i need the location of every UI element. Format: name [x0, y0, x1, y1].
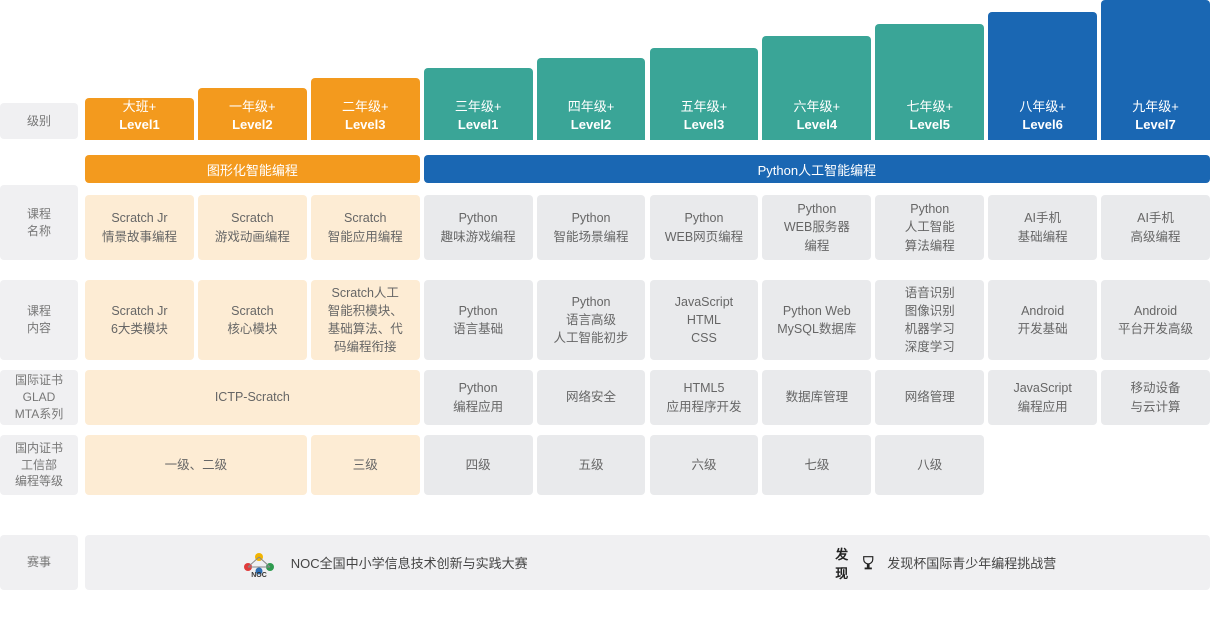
level-label: Level3: [345, 116, 385, 134]
category-strip: 图形化智能编程: [85, 155, 420, 183]
cert-dom-cell: 八级: [875, 435, 984, 495]
faxianbei-logo-icon: 发现: [835, 548, 875, 578]
level-label: Level4: [797, 116, 837, 134]
grade-label: 六年级+: [794, 98, 841, 116]
competition-name: 发现杯国际青少年编程挑战营: [887, 553, 1056, 572]
cert-dom-merged-3: 三级: [311, 435, 420, 495]
level-label: Level5: [910, 116, 950, 134]
level-label: Level3: [684, 116, 724, 134]
cert-int-cell: HTML5 应用程序开发: [650, 370, 759, 425]
content-cell: Python Web MySQL数据库: [762, 280, 871, 360]
level-bar: 六年级+Level4: [762, 36, 871, 140]
level-bar: 七年级+Level5: [875, 24, 984, 140]
cert-int-cell: Python 编程应用: [424, 370, 533, 425]
level-bar: 二年级+Level3: [311, 78, 420, 140]
course-cell: Python WEB服务器 编程: [762, 195, 871, 260]
cert-int-cell: 移动设备 与云计算: [1101, 370, 1210, 425]
content-cell: Python 语言高级 人工智能初步: [537, 280, 646, 360]
grade-label: 九年级+: [1132, 98, 1179, 116]
cert-dom-cell: 五级: [537, 435, 646, 495]
level-bar: 四年级+Level2: [537, 58, 646, 140]
level-bar: 大班+Level1: [85, 98, 194, 140]
content-cell: Scratch人工 智能积模块、 基础算法、代 码编程衔接: [311, 280, 420, 360]
level-label: Level6: [1022, 116, 1062, 134]
level-bar: 九年级+Level7: [1101, 0, 1210, 140]
level-bar: 三年级+Level1: [424, 68, 533, 140]
course-cell: Python 趣味游戏编程: [424, 195, 533, 260]
category-strip: Python人工智能编程: [424, 155, 1210, 183]
grade-label: 八年级+: [1019, 98, 1066, 116]
noc-logo-icon: NOC: [239, 548, 279, 578]
course-cell: Python 智能场景编程: [537, 195, 646, 260]
curriculum-chart: 级别 课程 名称 课程 内容 国际证书 GLAD MTA系列 国内证书 工信部 …: [0, 0, 1215, 631]
label-cert-int: 国际证书 GLAD MTA系列: [0, 370, 78, 425]
grade-label: 大班+: [123, 98, 157, 116]
course-cell: Python WEB网页编程: [650, 195, 759, 260]
grade-label: 四年级+: [568, 98, 615, 116]
competition-item: 发现发现杯国际青少年编程挑战营: [835, 548, 1056, 578]
columns-area: 大班+Level1Scratch Jr 情景故事编程Scratch Jr 6大类…: [85, 0, 1210, 631]
course-cell: AI手机 高级编程: [1101, 195, 1210, 260]
cert-dom-cell: 六级: [650, 435, 759, 495]
course-cell: AI手机 基础编程: [988, 195, 1097, 260]
label-course: 课程 名称: [0, 185, 78, 260]
cert-dom-merged-12: 一级、二级: [85, 435, 307, 495]
content-cell: Scratch Jr 6大类模块: [85, 280, 194, 360]
level-label: Level1: [119, 116, 159, 134]
level-label: Level2: [232, 116, 272, 134]
competition-item: NOC NOC全国中小学信息技术创新与实践大赛: [239, 548, 528, 578]
grade-label: 一年级+: [229, 98, 276, 116]
grade-label: 五年级+: [681, 98, 728, 116]
cert-int-cell: JavaScript 编程应用: [988, 370, 1097, 425]
svg-text:NOC: NOC: [251, 572, 267, 577]
course-cell: Python 人工智能 算法编程: [875, 195, 984, 260]
cert-int-cell: 数据库管理: [762, 370, 871, 425]
content-cell: Android 开发基础: [988, 280, 1097, 360]
content-cell: Scratch 核心模块: [198, 280, 307, 360]
cert-int-cell: 网络管理: [875, 370, 984, 425]
level-label: Level1: [458, 116, 498, 134]
level-label: Level2: [571, 116, 611, 134]
grade-label: 七年级+: [906, 98, 953, 116]
label-cert-dom: 国内证书 工信部 编程等级: [0, 435, 78, 495]
cert-dom-cell: 四级: [424, 435, 533, 495]
level-bar: 五年级+Level3: [650, 48, 759, 140]
label-level: 级别: [0, 103, 78, 139]
content-cell: Python 语言基础: [424, 280, 533, 360]
competition-name: NOC全国中小学信息技术创新与实践大赛: [291, 553, 528, 572]
grade-label: 二年级+: [342, 98, 389, 116]
cert-int-cell: 网络安全: [537, 370, 646, 425]
level-bar: 八年级+Level6: [988, 12, 1097, 140]
label-comp: 赛事: [0, 535, 78, 590]
level-bar: 一年级+Level2: [198, 88, 307, 140]
course-cell: Scratch 智能应用编程: [311, 195, 420, 260]
label-content: 课程 内容: [0, 280, 78, 360]
content-cell: JavaScript HTML CSS: [650, 280, 759, 360]
cert-dom-cell: 七级: [762, 435, 871, 495]
course-cell: Scratch 游戏动画编程: [198, 195, 307, 260]
grade-label: 三年级+: [455, 98, 502, 116]
competitions-row: NOC NOC全国中小学信息技术创新与实践大赛 发现发现杯国际青少年编程挑战营: [85, 535, 1210, 590]
content-cell: 语音识别 图像识别 机器学习 深度学习: [875, 280, 984, 360]
level-label: Level7: [1135, 116, 1175, 134]
course-cell: Scratch Jr 情景故事编程: [85, 195, 194, 260]
cert-int-merged: ICTP-Scratch: [85, 370, 420, 425]
content-cell: Android 平台开发高级: [1101, 280, 1210, 360]
